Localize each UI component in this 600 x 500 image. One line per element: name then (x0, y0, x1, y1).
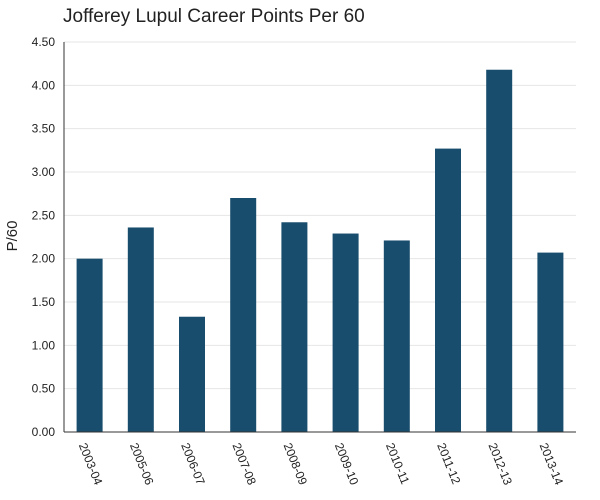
y-axis: 0.00 0.50 1.00 1.50 2.00 2.50 3.00 3.50 4.00 4.50 (32, 35, 65, 439)
x-tick-label: 2009-10 (332, 441, 362, 487)
bar-2006-07 (179, 316, 205, 432)
y-tick-label: 2.00 (32, 252, 56, 266)
bar-2013-14 (537, 252, 564, 432)
y-tick-label: 2.50 (32, 208, 56, 222)
y-tick-label: 1.00 (32, 338, 56, 352)
x-axis: 2003-04 2005-06 2006-07 2007-08 2008-09 2009-… (64, 431, 576, 487)
bar-2012-13 (486, 69, 513, 432)
y-axis-label: P/60 (4, 221, 21, 252)
bar-2007-08 (230, 198, 257, 432)
y-tick-label: 0.50 (32, 382, 56, 396)
bar-2008-09 (281, 222, 308, 432)
x-tick-label: 2003-04 (76, 441, 106, 487)
x-tick-label: 2008-09 (281, 441, 311, 487)
bar-2003-04 (76, 258, 103, 432)
x-tick-label: 2011-12 (434, 441, 463, 487)
chart-title: Jofferey Lupul Career Points Per 60 (63, 6, 365, 27)
y-tick-label: 1.50 (32, 295, 56, 309)
bar-2009-10 (332, 233, 359, 432)
y-tick-label: 3.00 (32, 165, 56, 179)
bar-2010-11 (383, 240, 410, 432)
y-tick-label: 4.50 (32, 35, 56, 49)
bars (76, 69, 564, 432)
x-tick-label: 2007-08 (229, 441, 259, 487)
y-tick-label: 0.00 (32, 425, 56, 439)
y-tick-label: 4.00 (32, 78, 56, 92)
x-tick-label: 2012-13 (485, 441, 515, 487)
x-tick-label: 2005-06 (127, 441, 157, 487)
x-tick-label: 2013-14 (537, 441, 567, 487)
bar-2011-12 (435, 148, 461, 432)
x-tick-label: 2006-07 (178, 441, 208, 487)
y-tick-label: 3.50 (32, 122, 56, 136)
bar-2005-06 (127, 227, 154, 432)
x-tick-label: 2010-11 (383, 441, 412, 487)
